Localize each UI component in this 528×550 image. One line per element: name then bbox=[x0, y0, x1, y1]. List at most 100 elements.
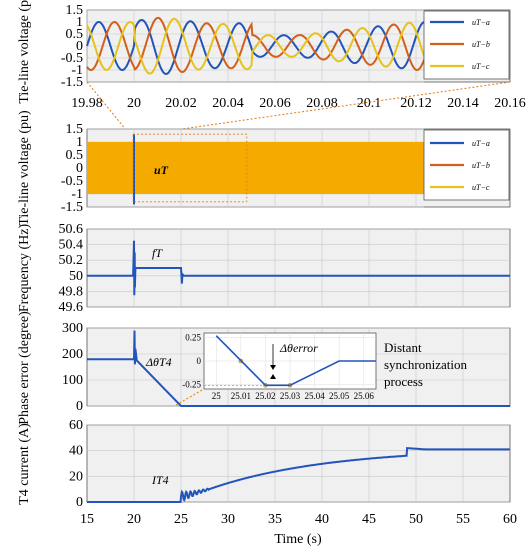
zoom-x-tick-label: 20 bbox=[127, 96, 141, 111]
voltage-y-tick-label: 0.5 bbox=[66, 148, 84, 163]
zoom-legend-label-c: uT−c bbox=[472, 62, 490, 71]
frequency-series bbox=[87, 240, 510, 296]
current-x-tick-label: 50 bbox=[409, 512, 423, 527]
voltage-envelope-fill bbox=[87, 142, 424, 194]
zoom-y-tick-label: -1 bbox=[71, 63, 83, 78]
inset-y-ticks: 0.25 0 -0.25 bbox=[182, 333, 201, 390]
zoom-x-tick-label: 19.98 bbox=[71, 96, 103, 111]
phase-y-tick-label: 300 bbox=[62, 321, 83, 336]
voltage-legend: uT−a uT−b uT−c bbox=[423, 129, 510, 201]
voltage-ut-annotation: uT bbox=[154, 163, 169, 177]
current-x-ticks: 15 20 25 30 35 40 45 50 55 60 bbox=[80, 512, 517, 527]
current-y-tick-label: 60 bbox=[69, 418, 83, 433]
current-series bbox=[87, 446, 510, 503]
current-x-tick-label: 35 bbox=[268, 512, 282, 527]
frequency-ft-annotation: fT bbox=[152, 246, 163, 260]
frequency-y-tick-label: 49.6 bbox=[59, 300, 84, 315]
current-plot-area bbox=[86, 424, 511, 503]
zoom-y-tick-label: 0.5 bbox=[66, 27, 84, 42]
current-y-axis-label: T4 current (A) bbox=[17, 423, 32, 505]
zoom-series-line-3 bbox=[86, 17, 429, 75]
zoom-x-tick-label: 20.12 bbox=[400, 96, 432, 111]
current-annotation: IT4 bbox=[151, 473, 169, 487]
inset-x-tick-label: 25.06 bbox=[354, 391, 375, 401]
current-x-tick-label: 60 bbox=[503, 512, 517, 527]
zoom-x-ticks: 19.98 20 20.02 20.04 20.06 20.08 20.1 20.12 20.1… bbox=[71, 96, 526, 111]
inset-arrow-up-head bbox=[270, 374, 276, 379]
current-x-tick-label: 15 bbox=[80, 512, 94, 527]
voltage-y-tick-label: 1 bbox=[76, 135, 83, 150]
side-note-line2: synchronization bbox=[384, 357, 468, 372]
inset-y-tick-label: 0.25 bbox=[185, 333, 201, 343]
voltage-y-ticks: 1.510.50-0.5-1-1.5 bbox=[61, 122, 83, 215]
zoom-series bbox=[86, 16, 429, 76]
zoom-y-axis-label: Tie-line voltage (pu) bbox=[17, 0, 32, 104]
voltage-legend-label-a: uT−a bbox=[472, 139, 490, 148]
side-note-line1: Distant bbox=[384, 340, 422, 355]
voltage-y-tick-label: -0.5 bbox=[61, 174, 83, 189]
panel-zoom-voltage: 1.510.50-0.5-1-1.5 19.98 20 20.02 20.04 20.0… bbox=[17, 0, 526, 111]
zoom-legend-label-b: uT−b bbox=[472, 40, 490, 49]
zoom-legend-label-a: uT−a bbox=[472, 18, 490, 27]
phase-inset: 0.250-0.25 25 25.01 25.02 25.03 25.04 25.05 25… bbox=[182, 332, 377, 401]
inset-connector bbox=[175, 388, 205, 406]
inset-x-tick-label: 25 bbox=[212, 391, 222, 401]
inset-y-tick-label: 0 bbox=[197, 356, 202, 366]
frequency-y-tick-label: 50.2 bbox=[59, 253, 84, 268]
phase-error-series bbox=[87, 330, 510, 407]
frequency-y-tick-label: 50 bbox=[69, 269, 83, 284]
current-x-tick-label: 45 bbox=[362, 512, 376, 527]
voltage-y-tick-label: -1 bbox=[71, 187, 83, 202]
panel-phase-error: 300 200 100 0 ΔθT4 Phase error (degree) 0.2… bbox=[17, 311, 511, 425]
inset-annotation: Δθerror bbox=[279, 341, 318, 355]
zoom-y-tick-label: 1 bbox=[76, 15, 83, 30]
frequency-y-tick-label: 49.8 bbox=[59, 284, 84, 299]
zoom-x-tick-label: 20.14 bbox=[447, 96, 479, 111]
phase-y-tick-label: 0 bbox=[76, 399, 83, 414]
inset-x-ticks: 25 25.01 25.02 25.03 25.04 25.05 25.06 bbox=[212, 391, 375, 401]
current-y-tick-label: 20 bbox=[69, 469, 83, 484]
phase-y-axis-label: Phase error (degree) bbox=[17, 311, 32, 425]
inset-x-tick-label: 25.03 bbox=[280, 391, 301, 401]
zoom-x-tick-label: 20.08 bbox=[306, 96, 338, 111]
voltage-dashed-marker bbox=[132, 133, 248, 203]
panel-voltage: 1.510.50-0.5-1-1.5 uT Tie-line voltage (… bbox=[17, 110, 511, 226]
phase-y-tick-label: 200 bbox=[62, 347, 83, 362]
zoom-y-tick-label: -1.5 bbox=[61, 75, 83, 90]
current-x-axis-label: Time (s) bbox=[274, 532, 322, 547]
current-x-tick-label: 25 bbox=[174, 512, 188, 527]
current-y-tick-label: 40 bbox=[69, 444, 83, 459]
phase-y-tick-label: 100 bbox=[62, 373, 83, 388]
frequency-y-tick-label: 50.6 bbox=[59, 222, 84, 237]
zoom-y-tick-label: -0.5 bbox=[61, 51, 83, 66]
voltage-legend-label-c: uT−c bbox=[472, 183, 490, 192]
frequency-y-tick-label: 50.4 bbox=[59, 238, 84, 253]
zoom-x-tick-label: 20.16 bbox=[494, 96, 526, 111]
current-x-tick-label: 20 bbox=[127, 512, 141, 527]
current-y-tick-label: 0 bbox=[76, 495, 83, 510]
phase-annotation: ΔθT4 bbox=[145, 355, 172, 369]
zoom-grid bbox=[86, 9, 424, 83]
zoom-x-tick-label: 20.06 bbox=[259, 96, 291, 111]
zoom-x-tick-label: 20.02 bbox=[165, 96, 197, 111]
zoom-ylabel-line1: Tie-line voltage (pu) bbox=[17, 0, 32, 104]
zoom-series-line-2 bbox=[86, 16, 429, 74]
zoom-legend: uT−a uT−b uT−c bbox=[423, 10, 510, 80]
zoom-y-ticks: 1.510.50-0.5-1-1.5 bbox=[61, 3, 83, 90]
voltage-y-tick-label: -1.5 bbox=[61, 200, 83, 215]
zoom-series-line-1 bbox=[86, 18, 428, 76]
inset-x-tick-label: 25.04 bbox=[304, 391, 325, 401]
zoom-y-tick-label: 1.5 bbox=[66, 3, 84, 18]
inset-x-tick-label: 25.05 bbox=[329, 391, 350, 401]
inset-x-tick-label: 25.02 bbox=[255, 391, 275, 401]
side-note-line3: process bbox=[384, 374, 423, 389]
voltage-y-tick-label: 1.5 bbox=[66, 122, 84, 137]
panel-current: 60 40 20 0 15 20 25 30 35 40 45 50 55 60 IT4 T4 curr… bbox=[17, 418, 517, 547]
zoom-x-tick-label: 20.1 bbox=[357, 96, 382, 111]
current-x-tick-label: 55 bbox=[456, 512, 470, 527]
current-x-tick-label: 40 bbox=[315, 512, 329, 527]
inset-series bbox=[215, 335, 376, 387]
inset-x-tick-label: 25.01 bbox=[231, 391, 251, 401]
